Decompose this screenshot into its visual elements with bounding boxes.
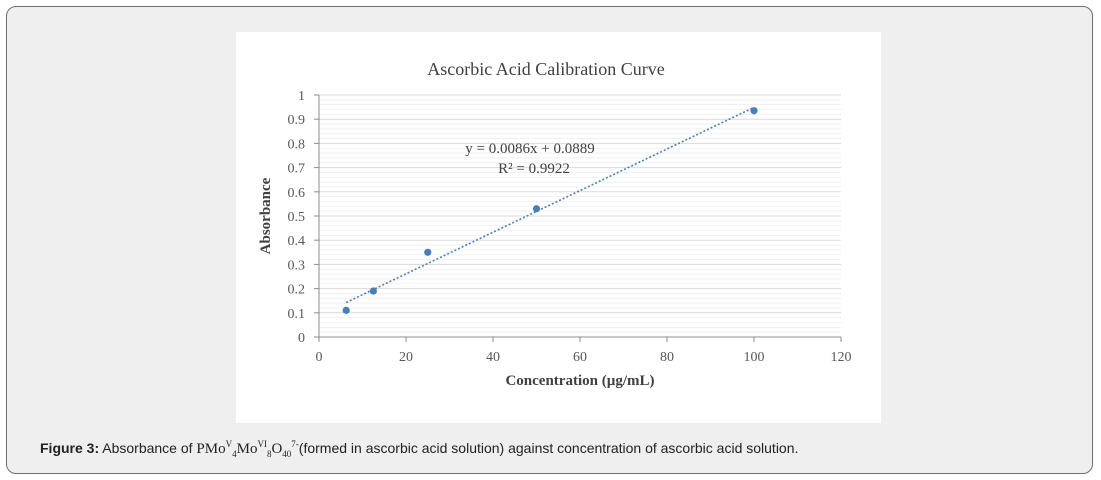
data-point	[424, 248, 432, 256]
caption-text-after: (formed in ascorbic acid solution) again…	[298, 440, 799, 456]
caption-text-before: Absorbance of	[99, 440, 197, 456]
data-point	[750, 107, 758, 115]
y-tick-label: 0.8	[288, 137, 306, 152]
y-tick-label: 0.2	[288, 283, 306, 298]
y-tick-label: 0.1	[288, 307, 306, 322]
x-tick-label: 60	[573, 350, 587, 365]
x-tick-label: 100	[744, 350, 765, 365]
y-tick-label: 0.4	[288, 234, 306, 249]
gridlines	[319, 94, 841, 333]
formula-sub: 40	[282, 449, 292, 459]
data-point	[532, 205, 541, 213]
figure-caption: Figure 3: Absorbance of PMoV4MoVI8O407-(…	[40, 439, 798, 459]
formula-sub: 8	[266, 449, 272, 459]
x-axis-label: Concentration (µg/mL)	[505, 373, 654, 389]
formula-sub: 4	[232, 449, 237, 459]
y-tick-label: 0.5	[288, 210, 306, 225]
x-tick-label: 0	[316, 350, 323, 365]
chart-area: 0 0.1 0.2 0.3 0.4 0.5 0.6 0.7 0.8 0.9 1 0 20 40 60 80 10…	[236, 32, 881, 423]
formula-sup: VI	[257, 439, 267, 449]
chart-title: Ascorbic Acid Calibration Curve	[427, 59, 664, 79]
formula-sup: 7-	[291, 439, 299, 449]
formula-part: PMo	[196, 441, 226, 457]
trendline-group	[345, 106, 755, 304]
x-tick-label: 20	[399, 350, 413, 365]
y-tick-label: 0.3	[288, 258, 306, 273]
y-tick-label: 0.7	[288, 162, 306, 177]
r-squared-label: R² = 0.9922	[498, 161, 570, 177]
equation-label: y = 0.0086x + 0.0889	[465, 141, 594, 157]
data-points	[342, 107, 758, 314]
data-point	[369, 287, 377, 295]
x-tick-label: 120	[831, 350, 852, 365]
formula-part: O	[271, 441, 283, 457]
y-tick-label: 0.9	[288, 113, 306, 128]
tick-labels: 0 0.1 0.2 0.3 0.4 0.5 0.6 0.7 0.8 0.9 1 0 20 40 60 80 10…	[288, 89, 852, 365]
formula-sup: V	[225, 439, 233, 449]
y-tick-label: 1	[298, 89, 305, 104]
x-tick-label: 40	[486, 350, 500, 365]
chemical-formula: PMoV4MoVI8O407-	[196, 439, 299, 459]
data-point	[342, 306, 350, 314]
y-axis-label: Absorbance	[258, 177, 274, 254]
axes	[314, 94, 842, 342]
x-tick-label: 80	[660, 350, 674, 365]
formula-part: Mo	[236, 441, 258, 457]
calibration-chart: 0 0.1 0.2 0.3 0.4 0.5 0.6 0.7 0.8 0.9 1 0 20 40 60 80 10…	[258, 59, 852, 389]
y-tick-label: 0	[298, 331, 305, 346]
figure-frame: 0 0.1 0.2 0.3 0.4 0.5 0.6 0.7 0.8 0.9 1 0 20 40 60 80 10…	[6, 6, 1093, 474]
y-tick-label: 0.6	[288, 186, 306, 201]
trendline	[345, 106, 755, 304]
caption-label: Figure 3:	[40, 440, 100, 456]
